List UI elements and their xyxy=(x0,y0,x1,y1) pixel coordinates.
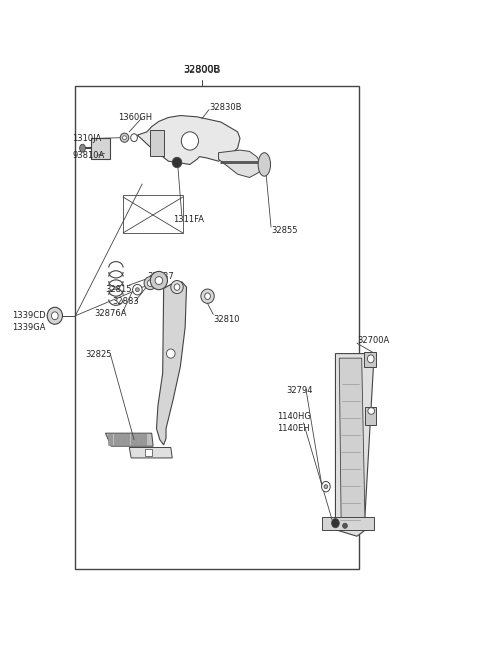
Bar xyxy=(142,434,146,445)
Bar xyxy=(125,434,129,445)
Ellipse shape xyxy=(47,307,62,324)
Ellipse shape xyxy=(181,132,199,150)
Polygon shape xyxy=(322,517,373,530)
Bar xyxy=(75,86,360,569)
Bar xyxy=(91,138,110,159)
Text: 32794: 32794 xyxy=(287,386,313,395)
Ellipse shape xyxy=(122,136,126,140)
Ellipse shape xyxy=(322,481,330,492)
Ellipse shape xyxy=(174,284,180,290)
Ellipse shape xyxy=(367,355,374,363)
Ellipse shape xyxy=(131,134,137,141)
Text: 32815: 32815 xyxy=(106,285,132,294)
Text: 32876A: 32876A xyxy=(95,309,127,318)
Polygon shape xyxy=(336,354,373,536)
Text: 32830B: 32830B xyxy=(209,103,241,111)
Bar xyxy=(365,407,375,425)
Polygon shape xyxy=(339,358,365,526)
Text: 1360GH: 1360GH xyxy=(118,113,153,122)
Text: 32800B: 32800B xyxy=(183,65,221,75)
Polygon shape xyxy=(218,150,262,178)
Text: 1339GA: 1339GA xyxy=(12,323,46,332)
Ellipse shape xyxy=(132,284,142,295)
Bar xyxy=(108,434,112,445)
Text: 32700A: 32700A xyxy=(357,336,389,345)
Ellipse shape xyxy=(204,293,210,299)
Ellipse shape xyxy=(51,312,58,320)
Bar xyxy=(119,434,123,445)
Polygon shape xyxy=(106,433,153,446)
Ellipse shape xyxy=(368,407,374,414)
Ellipse shape xyxy=(201,289,214,303)
Ellipse shape xyxy=(343,523,348,529)
Ellipse shape xyxy=(171,280,183,293)
Ellipse shape xyxy=(172,157,182,168)
Text: 32837: 32837 xyxy=(147,272,174,281)
Bar xyxy=(136,434,141,445)
Ellipse shape xyxy=(147,280,153,286)
Text: 1310JA: 1310JA xyxy=(72,134,101,143)
Bar xyxy=(150,130,164,156)
Text: 32855: 32855 xyxy=(271,227,298,235)
Polygon shape xyxy=(129,447,172,458)
Ellipse shape xyxy=(144,276,156,290)
Ellipse shape xyxy=(324,485,328,489)
Text: 1339CD: 1339CD xyxy=(12,311,46,320)
Text: 93810A: 93810A xyxy=(72,151,104,160)
Text: 32883: 32883 xyxy=(112,297,139,306)
Ellipse shape xyxy=(167,349,175,358)
Polygon shape xyxy=(156,282,187,445)
Ellipse shape xyxy=(80,144,85,152)
Ellipse shape xyxy=(155,276,163,284)
Text: 1140EH: 1140EH xyxy=(277,424,310,433)
Ellipse shape xyxy=(332,519,339,528)
Bar xyxy=(131,434,135,445)
Bar xyxy=(123,195,183,233)
Ellipse shape xyxy=(135,288,139,291)
Bar xyxy=(364,352,376,367)
Text: 32810: 32810 xyxy=(214,314,240,324)
Text: 1140HG: 1140HG xyxy=(277,413,311,421)
Text: 32800B: 32800B xyxy=(183,66,220,75)
Ellipse shape xyxy=(150,271,168,290)
Ellipse shape xyxy=(120,133,129,142)
Ellipse shape xyxy=(258,153,271,176)
Polygon shape xyxy=(137,115,240,164)
Bar xyxy=(144,449,152,456)
Text: 32825: 32825 xyxy=(85,350,111,360)
Text: 1311FA: 1311FA xyxy=(173,215,204,225)
Bar xyxy=(114,434,118,445)
